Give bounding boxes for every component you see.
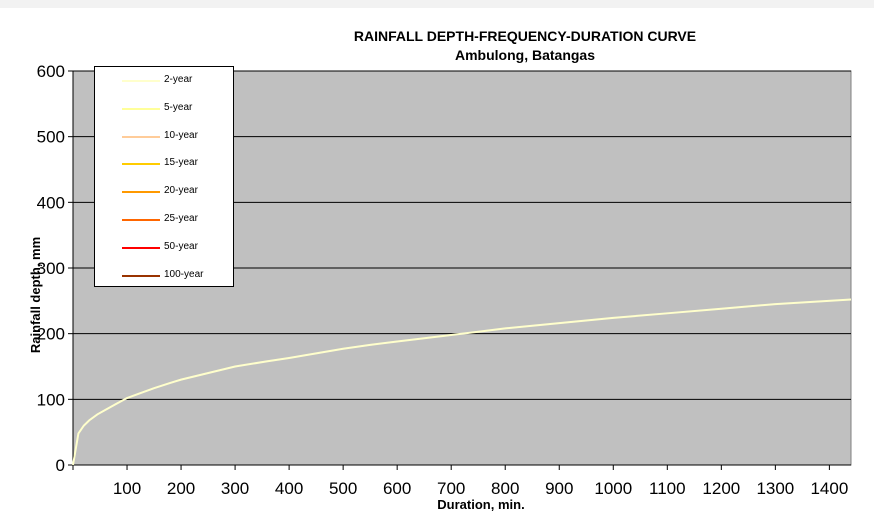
legend-label: 2-year — [164, 74, 193, 85]
x-tick-label: 1300 — [756, 479, 794, 498]
x-tick-label: 300 — [221, 479, 249, 498]
x-tick-label: 900 — [545, 479, 573, 498]
legend-item: 15-year — [95, 157, 235, 171]
x-tick-label: 1000 — [594, 479, 632, 498]
chart-title: RAINFALL DEPTH-FREQUENCY-DURATION CURVE — [353, 28, 697, 44]
legend-swatch — [122, 135, 160, 138]
legend-label: 50-year — [164, 240, 198, 252]
y-axis-label: Rainfall depth, mm — [28, 237, 43, 353]
y-tick-label: 400 — [37, 193, 65, 212]
legend-label: 5-year — [164, 101, 193, 113]
y-tick-label: 300 — [37, 259, 65, 278]
legend-swatch — [122, 80, 160, 82]
x-axis-label: Duration, min. — [437, 497, 524, 512]
x-tick-label: 200 — [167, 479, 195, 498]
legend-swatch — [122, 274, 160, 277]
x-tick-label: 100 — [113, 479, 141, 498]
x-tick-label: 1100 — [649, 479, 686, 498]
legend-item: 50-year — [95, 241, 235, 255]
y-tick-label: 500 — [37, 128, 65, 147]
legend-label: 20-year — [164, 185, 198, 197]
legend-swatch — [122, 219, 160, 221]
series-line-2-year — [72, 298, 852, 466]
y-tick-label: 200 — [37, 325, 65, 344]
x-tick-label: 500 — [329, 479, 357, 498]
legend-swatch — [122, 246, 160, 249]
legend-item: 2-year — [95, 74, 235, 88]
legend-item: 10-year — [95, 130, 235, 144]
legend-swatch — [122, 163, 160, 166]
legend: 2-year 5-year 10-year 15-year 20-year 25-year… — [94, 66, 234, 287]
y-tick-label: 0 — [56, 456, 65, 475]
legend-label: 100-year — [164, 268, 204, 280]
x-tick-label: 600 — [383, 479, 411, 498]
legend-label: 10-year — [164, 129, 198, 141]
x-tick-label: 400 — [275, 479, 303, 498]
x-tick-label: 800 — [491, 479, 519, 498]
legend-item: 5-year — [95, 102, 235, 116]
x-tick-label: 1200 — [702, 479, 740, 498]
legend-item: 100-year — [95, 269, 235, 283]
legend-item: 25-year — [95, 213, 235, 227]
legend-item: 20-year — [95, 185, 235, 199]
legend-swatch — [122, 191, 160, 194]
chart-subtitle: Ambulong, Batangas — [454, 47, 595, 63]
y-tick-label: 600 — [37, 62, 65, 81]
x-tick-label: 700 — [437, 479, 465, 498]
x-tick-label: 1400 — [810, 479, 848, 498]
top-band — [0, 0, 874, 8]
legend-label: 15-year — [164, 157, 198, 169]
legend-label: 25-year — [164, 213, 198, 224]
y-tick-label: 100 — [37, 390, 65, 409]
legend-swatch — [122, 107, 160, 110]
